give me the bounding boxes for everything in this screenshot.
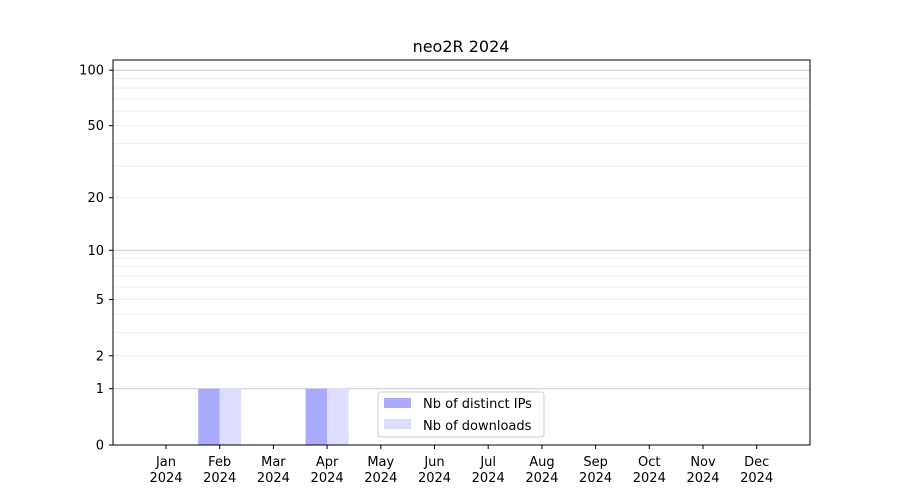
x-tick-label-year: 2024 (257, 471, 290, 486)
bar-downloads (219, 388, 242, 445)
y-tick-label: 5 (96, 293, 104, 308)
x-tick-label-year: 2024 (579, 471, 612, 486)
legend-box (377, 391, 545, 438)
x-tick-label-month: May (367, 455, 394, 470)
plot-frame (112, 59, 811, 446)
x-tick-label-month: Aug (529, 455, 554, 470)
chart-title: neo2R 2024 (413, 37, 510, 56)
bar-distinct-ips (305, 388, 328, 445)
x-tick-label-month: Jan (155, 455, 176, 470)
x-tick-label-year: 2024 (686, 471, 719, 486)
legend: Nb of distinct IPs Nb of downloads (377, 391, 545, 438)
y-tick-label: 10 (87, 244, 104, 259)
x-tick-label-month: Mar (261, 455, 286, 470)
x-tick-label-month: Jun (423, 455, 444, 470)
x-tick-label-month: Jul (479, 455, 496, 470)
x-tick-label-year: 2024 (149, 471, 182, 486)
y-tick-label: 20 (87, 191, 104, 206)
x-tick-label-month: Dec (744, 455, 769, 470)
x-tick-label-year: 2024 (740, 471, 773, 486)
x-tick-label-year: 2024 (203, 471, 236, 486)
x-tick-label-year: 2024 (525, 471, 558, 486)
y-tick-label: 1 (96, 382, 104, 397)
x-tick-label-month: Feb (208, 455, 231, 470)
x-tick-label-year: 2024 (418, 471, 451, 486)
legend-swatch-downloads (384, 419, 411, 429)
legend-label-distinct-ips: Nb of distinct IPs (423, 397, 532, 412)
x-tick-label-year: 2024 (472, 471, 505, 486)
x-tick-label-year: 2024 (633, 471, 666, 486)
x-tick-label-year: 2024 (311, 471, 344, 486)
bar-downloads (327, 388, 349, 445)
bar-distinct-ips (198, 388, 220, 445)
x-tick-label-year: 2024 (364, 471, 397, 486)
y-tick-label: 100 (79, 64, 104, 79)
legend-label-downloads: Nb of downloads (423, 419, 532, 434)
x-tick-label-month: Nov (690, 455, 716, 470)
y-tick-label: 50 (87, 119, 104, 134)
x-tick-label-month: Oct (638, 455, 660, 470)
x-tick-label-month: Apr (316, 455, 339, 470)
legend-swatch-distinct-ips (384, 398, 411, 408)
y-tick-label: 2 (96, 349, 104, 364)
y-tick-label: 0 (96, 439, 104, 454)
x-tick-label-month: Sep (583, 455, 608, 470)
